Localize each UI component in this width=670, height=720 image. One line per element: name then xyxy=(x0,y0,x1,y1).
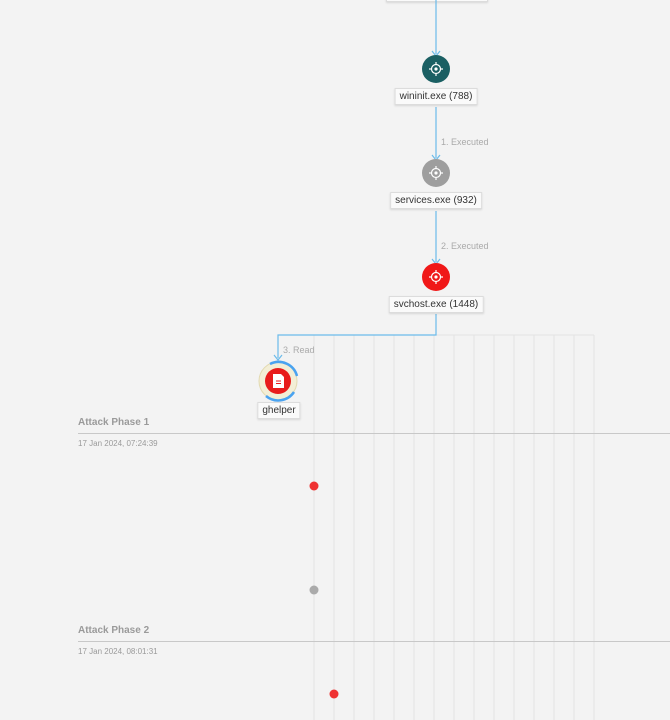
phase-title-1: Attack Phase 1 xyxy=(78,417,150,428)
process-icon xyxy=(429,62,443,76)
node-label-svchost[interactable]: svchost.exe (1448) xyxy=(388,296,484,313)
phase-time-2: 17 Jan 2024, 08:01:31 xyxy=(78,647,158,656)
edge-label-read: 3. Read xyxy=(283,345,315,355)
arrow-head xyxy=(273,354,283,361)
progress-ring xyxy=(269,360,299,377)
node-wininit[interactable] xyxy=(422,55,450,83)
phase-time-1: 17 Jan 2024, 07:24:39 xyxy=(78,439,158,448)
edge-svchost-to-ghelper xyxy=(277,314,437,358)
edge-label-executed-1: 1. Executed xyxy=(441,137,489,147)
node-label-stub xyxy=(386,0,488,2)
edge-label-executed-2: 2. Executed xyxy=(441,241,489,251)
node-label-services[interactable]: services.exe (932) xyxy=(390,192,482,209)
node-label-ghelper[interactable]: ghelper xyxy=(257,402,301,419)
node-ghelper[interactable] xyxy=(258,360,299,402)
timeline-event[interactable] xyxy=(309,585,319,595)
phase-divider-2 xyxy=(78,641,670,642)
timeline-event[interactable] xyxy=(309,481,319,491)
process-icon xyxy=(429,166,443,180)
node-svchost[interactable] xyxy=(422,263,450,291)
timeline-event[interactable] xyxy=(329,689,339,699)
timeline-grid xyxy=(294,334,595,720)
file-icon xyxy=(273,374,284,388)
node-label-wininit[interactable]: wininit.exe (788) xyxy=(394,88,478,105)
edges xyxy=(277,0,437,358)
process-icon xyxy=(429,270,443,284)
progress-ring xyxy=(265,391,296,402)
phase-divider-1 xyxy=(78,433,670,434)
node-services[interactable] xyxy=(422,159,450,187)
phase-title-2: Attack Phase 2 xyxy=(78,625,150,636)
